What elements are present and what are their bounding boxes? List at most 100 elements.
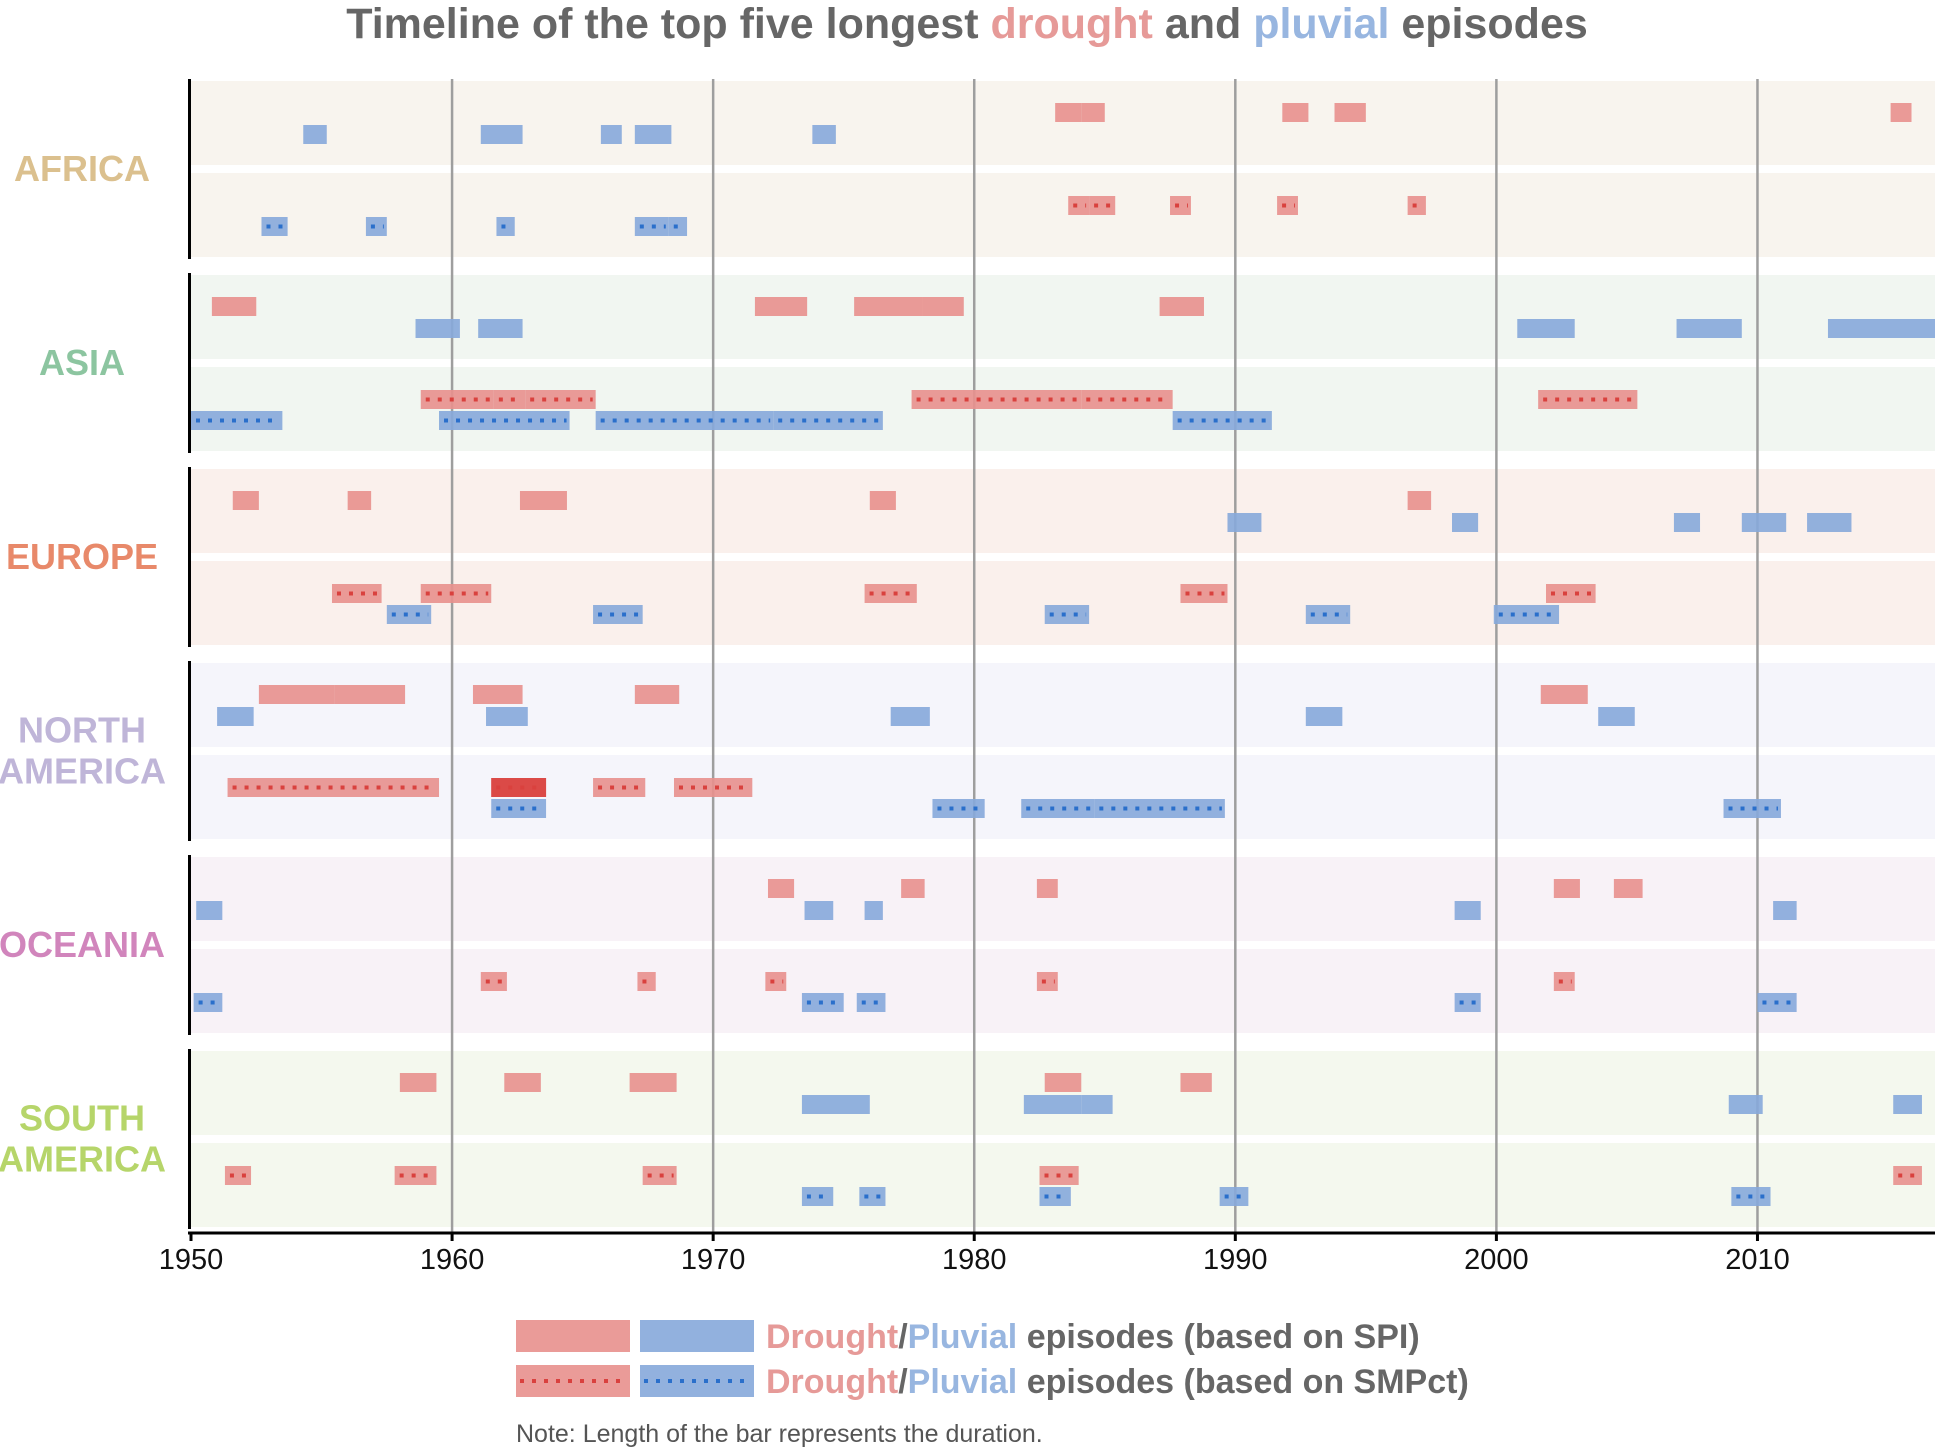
north-america-smpct-pluvial-4 (1723, 799, 1781, 818)
x-axis: 1950 1960 1970 1980 1990 2000 2010 (159, 1231, 1935, 1276)
africa-smpct-pluvial-2 (496, 217, 515, 236)
episode-bars (191, 103, 1935, 1206)
asia-smpct-drought-0 (420, 390, 494, 409)
europe-spi-drought-4 (1407, 491, 1432, 510)
asia-spi-pluvial-4 (1827, 319, 1935, 338)
africa-spi-pluvial-0 (303, 125, 327, 144)
africa-spi-pluvial-3 (634, 125, 672, 144)
asia-smpct-drought-1 (493, 390, 526, 409)
europe-spi-pluvial-3 (1741, 513, 1787, 532)
legend-swatch-drought-0 (516, 1320, 630, 1352)
europe-smpct-drought-2 (864, 584, 917, 603)
asia-smpct-drought-4 (1081, 390, 1173, 409)
oceania-smpct-pluvial-1 (801, 993, 844, 1012)
africa-smpct-drought-3 (1277, 196, 1298, 215)
asia-spi-drought-1 (754, 297, 808, 316)
south-america-spi-drought-1 (504, 1073, 541, 1092)
europe-smpct-pluvial-4 (1493, 605, 1560, 624)
africa-spi-drought-3 (1334, 103, 1366, 122)
oceania-spi-drought-0 (767, 879, 795, 898)
north-america-spi-pluvial-2 (890, 707, 930, 726)
north-america-spi-pluvial-0 (217, 707, 254, 726)
region-label-south-america: SOUTH AMERICA (0, 1098, 166, 1180)
oceania-spi-pluvial-2 (864, 901, 883, 920)
asia-smpct-pluvial-4 (1172, 411, 1272, 430)
band-south-america-spi (191, 1051, 1935, 1135)
europe-smpct-pluvial-2 (1044, 605, 1090, 624)
south-america-spi-drought-0 (399, 1073, 437, 1092)
asia-spi-pluvial-3 (1676, 319, 1742, 338)
band-north-america-spi (191, 663, 1935, 747)
europe-spi-drought-0 (232, 491, 259, 510)
tick-label-1960: 1960 (420, 1244, 485, 1276)
asia-spi-drought-4 (1159, 297, 1204, 316)
axis-segment-oceania (188, 855, 191, 1035)
north-america-spi-pluvial-3 (1305, 707, 1343, 726)
region-label-asia: ASIA (39, 342, 125, 383)
south-america-smpct-pluvial-0 (801, 1187, 834, 1206)
asia-spi-drought-2 (854, 297, 923, 316)
oceania-spi-drought-3 (1553, 879, 1580, 898)
axis-segment-north-america (188, 661, 191, 841)
north-america-spi-drought-4 (1540, 685, 1588, 704)
legend-text-0: Drought/Pluvial episodes (based on SPI) (766, 1318, 1420, 1356)
title-part-2: and (1153, 0, 1253, 48)
europe-smpct-drought-3 (1180, 584, 1228, 603)
tick-label-2010: 2010 (1725, 1244, 1790, 1276)
south-america-smpct-drought-3 (1039, 1166, 1079, 1185)
oceania-smpct-pluvial-2 (856, 993, 886, 1012)
north-america-spi-pluvial-4 (1598, 707, 1635, 726)
south-america-spi-pluvial-4 (1893, 1095, 1922, 1114)
oceania-smpct-drought-1 (637, 972, 656, 991)
oceania-spi-pluvial-0 (196, 901, 223, 920)
band-africa-spi (191, 81, 1935, 165)
region-labels: AFRICA ASIA EUROPE NORTH AMERICA OCEANIA SOUTH… (0, 148, 166, 1180)
south-america-spi-pluvial-3 (1728, 1095, 1763, 1114)
south-america-smpct-pluvial-1 (859, 1187, 886, 1206)
axis-segment-africa (188, 79, 191, 259)
north-america-smpct-pluvial-0 (491, 799, 547, 818)
oceania-smpct-drought-4 (1553, 972, 1575, 991)
north-america-spi-drought-0 (258, 685, 335, 704)
europe-spi-pluvial-4 (1807, 513, 1852, 532)
north-america-spi-drought-3 (634, 685, 680, 704)
asia-smpct-pluvial-0 (191, 411, 283, 430)
south-america-smpct-drought-0 (224, 1166, 252, 1185)
band-asia-spi (191, 275, 1935, 359)
title-part-4: episodes (1389, 0, 1587, 48)
south-america-smpct-drought-2 (642, 1166, 677, 1185)
asia-smpct-drought-2 (525, 390, 596, 409)
europe-spi-drought-3 (869, 491, 896, 510)
asia-spi-drought-3 (922, 297, 964, 316)
asia-spi-pluvial-0 (415, 319, 460, 338)
north-america-smpct-pluvial-3 (1094, 799, 1225, 818)
oceania-smpct-pluvial-3 (1454, 993, 1481, 1012)
tick-label-1950: 1950 (159, 1244, 224, 1276)
africa-smpct-pluvial-0 (261, 217, 288, 236)
tick-label-2000: 2000 (1464, 1244, 1529, 1276)
europe-smpct-pluvial-3 (1305, 605, 1351, 624)
asia-smpct-drought-3 (911, 390, 1082, 409)
south-america-smpct-pluvial-3 (1219, 1187, 1249, 1206)
north-america-smpct-drought-overlap-0 (491, 778, 547, 797)
africa-smpct-drought-4 (1407, 196, 1426, 215)
africa-smpct-pluvial-4 (668, 217, 688, 236)
africa-spi-drought-0 (1055, 103, 1082, 122)
north-america-smpct-pluvial-2 (1021, 799, 1095, 818)
africa-smpct-drought-1 (1089, 196, 1116, 215)
oceania-spi-drought-4 (1613, 879, 1643, 898)
tick-label-1980: 1980 (942, 1244, 1007, 1276)
asia-spi-pluvial-1 (478, 319, 523, 338)
tick-label-1970: 1970 (681, 1244, 746, 1276)
title-part-3: pluvial (1253, 0, 1389, 48)
band-africa-smpct (191, 173, 1935, 257)
legend-swatch-pluvial-1 (640, 1365, 754, 1397)
south-america-smpct-drought-4 (1893, 1166, 1922, 1185)
europe-spi-pluvial-0 (1227, 513, 1262, 532)
axis-segment-south-america (188, 1049, 191, 1229)
legend-row-spi: Drought/Pluvial episodes (based on SPI) (516, 1318, 1420, 1356)
south-america-smpct-pluvial-2 (1039, 1187, 1071, 1206)
europe-spi-pluvial-1 (1452, 513, 1479, 532)
south-america-spi-drought-3 (1044, 1073, 1082, 1092)
legend: Drought/Pluvial episodes (based on SPI) D… (516, 1318, 1469, 1401)
